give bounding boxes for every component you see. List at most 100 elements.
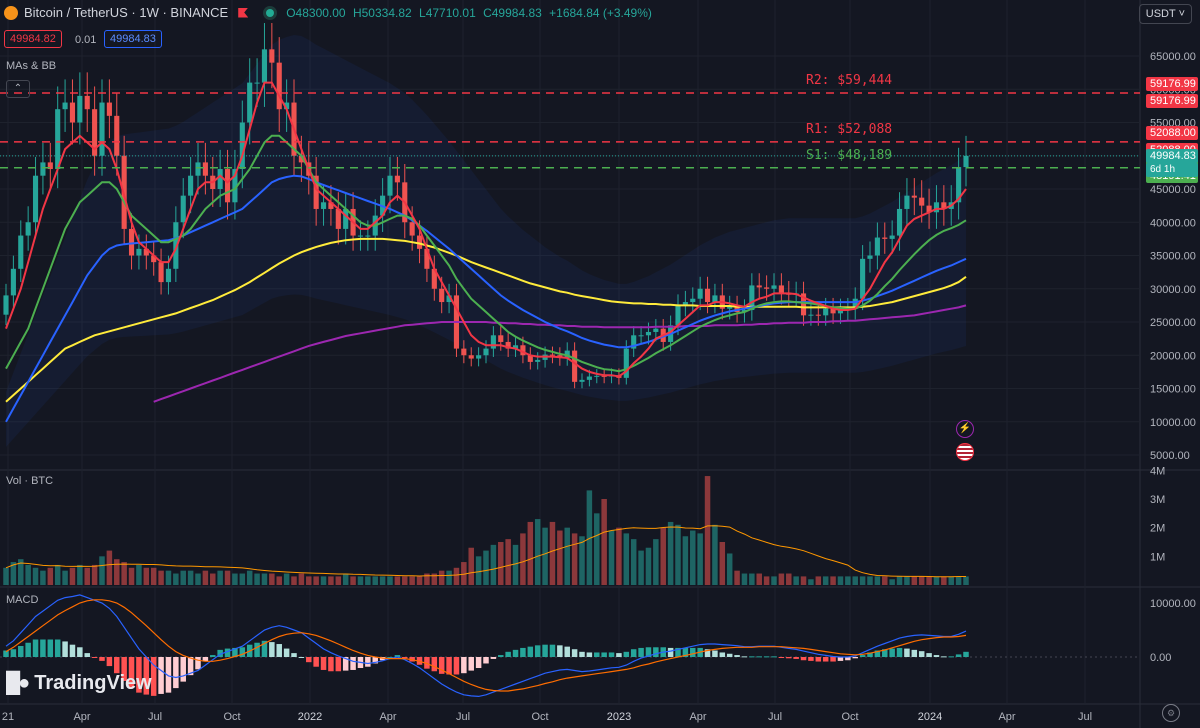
time-tick-label: Jul — [1078, 711, 1092, 723]
volume-bar — [99, 556, 105, 585]
macd-histogram-bar — [438, 657, 445, 674]
volume-bar — [608, 530, 615, 585]
volume-bar — [69, 567, 76, 585]
volume-bar — [904, 576, 910, 585]
macd-histogram-bar — [874, 650, 881, 657]
macd-histogram-bar — [224, 648, 231, 657]
macd-histogram-bar — [202, 657, 209, 662]
collapse-indicators-icon[interactable]: ⌃ — [6, 80, 30, 98]
candle-body — [549, 354, 556, 356]
volume-bar — [409, 576, 415, 585]
close-value: C49984.83 — [483, 5, 542, 20]
ma-yellow-line — [5, 237, 967, 403]
volume-bar — [845, 576, 851, 585]
candle-body — [128, 228, 135, 256]
candle-body — [823, 308, 829, 316]
candle-body — [896, 208, 903, 236]
macd-histogram-bar — [822, 657, 829, 662]
macd-histogram-bar — [328, 657, 334, 672]
price-tick-label: 10000.00 — [1150, 417, 1196, 429]
macd-histogram-bar — [741, 656, 748, 658]
candle-body — [32, 175, 39, 223]
candle-body — [638, 335, 644, 337]
volume-bar — [483, 550, 489, 585]
time-tick-label: Jul — [456, 711, 470, 723]
indicator-label-macd[interactable]: MACD — [6, 594, 39, 606]
candle-body — [579, 379, 585, 382]
settings-gear-icon[interactable]: ⚙ — [1162, 704, 1180, 722]
volume-bar — [963, 576, 969, 585]
candle-body — [483, 348, 489, 356]
macd-histogram-bar — [291, 653, 297, 657]
candle-body — [512, 345, 519, 349]
volume-bar — [320, 576, 327, 585]
candle-body — [867, 255, 873, 259]
ma-green-line — [5, 134, 967, 373]
candle-body — [416, 235, 423, 249]
indicator-label-ma-bb[interactable]: MAs & BB — [6, 60, 57, 72]
volume-bar — [527, 521, 534, 585]
volume-bar — [394, 576, 401, 585]
volume-bar — [822, 576, 829, 585]
volume-bar — [675, 524, 681, 585]
volume-bar — [490, 544, 497, 585]
volume-bar — [217, 570, 223, 585]
brand-name: TradingView — [34, 672, 152, 694]
symbol-title[interactable]: Bitcoin / TetherUS · 1W · BINANCE — [24, 5, 229, 20]
indicator-label-volume[interactable]: Vol · BTC — [6, 475, 54, 487]
level-axis-tag: 59176.99 — [1146, 76, 1198, 91]
macd-histogram-bar — [269, 642, 275, 657]
macd-histogram-bar — [261, 640, 268, 657]
macd-histogram-bar — [852, 657, 858, 659]
volume-bar — [150, 567, 157, 585]
candle-body — [239, 122, 245, 170]
volume-bar — [690, 530, 696, 585]
candle-body — [387, 175, 393, 196]
macd-histogram-bar — [756, 656, 762, 658]
macd-histogram-bar — [601, 652, 607, 657]
macd-histogram-bar — [387, 657, 393, 658]
us-flag-icon[interactable] — [956, 443, 974, 461]
macd-histogram-bar — [498, 655, 504, 657]
macd-histogram-bar — [461, 657, 467, 674]
volume-ma-line — [5, 525, 966, 578]
volume-bar — [734, 570, 740, 585]
macd-histogram-bar — [749, 656, 755, 658]
macd-histogram-bar — [446, 657, 452, 675]
volume-bar — [815, 576, 822, 585]
volume-bar — [158, 570, 164, 585]
volume-bar — [453, 567, 460, 585]
volume-bar — [365, 576, 371, 585]
ask-box[interactable]: 49984.83 — [104, 30, 162, 48]
lightning-icon[interactable]: ⚡ — [956, 420, 974, 438]
macd-histogram-bar — [47, 639, 54, 657]
currency-selector[interactable]: USDT ˅ — [1138, 4, 1192, 24]
macd-histogram-bar — [704, 649, 711, 657]
volume-bar — [128, 567, 135, 585]
candle-body — [320, 202, 327, 209]
macd-histogram-bar — [918, 651, 925, 657]
candle-body — [675, 305, 681, 326]
macd-histogram-bar — [187, 657, 194, 676]
macd-histogram-bar — [963, 651, 969, 657]
macd-histogram-bar — [542, 644, 548, 657]
volume-bar — [557, 530, 563, 585]
bid-box[interactable]: 49984.82 — [4, 30, 62, 48]
macd-histogram-bar — [837, 657, 844, 661]
volume-bar — [335, 576, 342, 585]
volume-bar — [254, 573, 260, 585]
price-tick-label: 35000.00 — [1150, 251, 1196, 263]
macd-histogram-bar — [254, 642, 260, 657]
macd-histogram-bar — [483, 657, 489, 664]
macd-histogram-bar — [941, 656, 947, 658]
candle-body — [956, 167, 962, 203]
candle-body — [808, 314, 814, 316]
candle-body — [520, 345, 526, 356]
header-bar: Bitcoin / TetherUS · 1W · BINANCE O48300… — [4, 5, 652, 20]
candle-body — [933, 202, 940, 213]
level-label: R2: $59,444 — [806, 72, 893, 88]
flag-icon[interactable] — [238, 7, 249, 18]
tradingview-logo[interactable]: █● TradingView — [6, 672, 152, 695]
time-tick-label: Apr — [73, 711, 90, 723]
